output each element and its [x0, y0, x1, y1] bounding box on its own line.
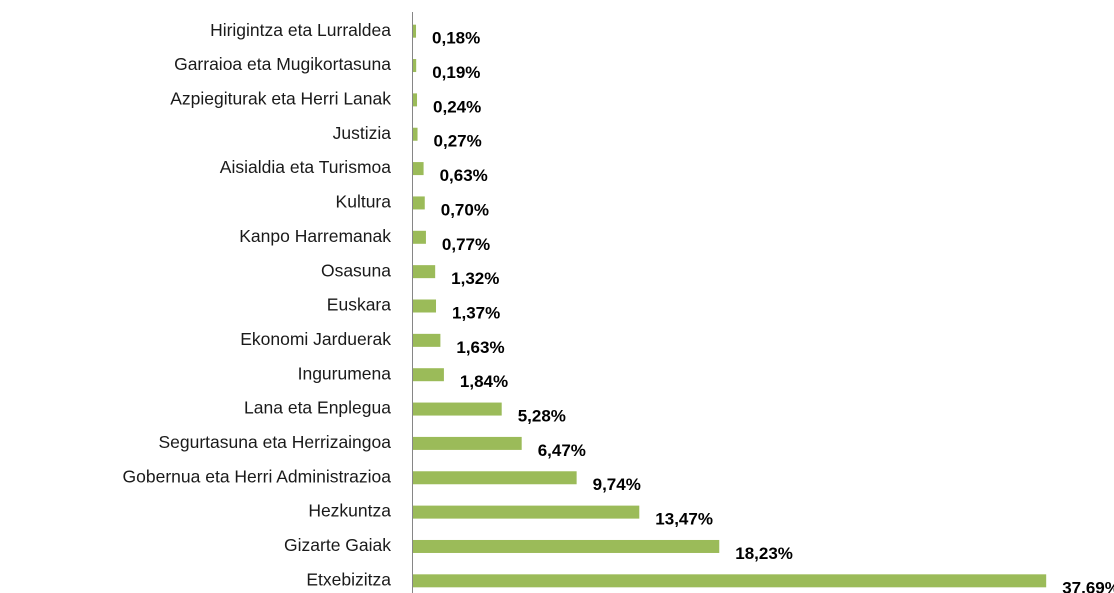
category-label: Gobernua eta Herri Administrazioa — [123, 466, 392, 486]
category-label: Etxebizitza — [306, 569, 391, 589]
data-label: 13,47% — [655, 510, 713, 529]
data-label: 0,24% — [433, 97, 481, 116]
data-label: 6,47% — [538, 441, 586, 460]
data-label: 0,70% — [441, 200, 489, 219]
bar — [413, 333, 441, 347]
bar — [413, 127, 418, 141]
bar — [413, 299, 437, 313]
bar — [413, 505, 640, 519]
bar — [413, 230, 426, 244]
data-label: 0,63% — [440, 166, 488, 185]
category-label: Garraioa eta Mugikortasuna — [174, 54, 391, 74]
category-label: Ekonomi Jarduerak — [240, 329, 391, 349]
category-label: Azpiegiturak eta Herri Lanak — [170, 89, 391, 109]
data-label: 18,23% — [735, 544, 793, 563]
bar — [413, 574, 1047, 588]
data-label: 0,18% — [432, 29, 480, 48]
category-label: Osasuna — [321, 260, 391, 280]
data-label: 1,84% — [460, 372, 508, 391]
category-label: Gizarte Gaiak — [284, 535, 391, 555]
data-label: 5,28% — [518, 407, 566, 426]
bar — [413, 471, 577, 485]
bar — [413, 59, 417, 73]
category-label: Kultura — [336, 192, 392, 212]
bar — [413, 265, 436, 279]
data-label: 0,77% — [442, 235, 490, 254]
category-label: Lana eta Enplegua — [244, 398, 391, 418]
bar — [413, 24, 417, 38]
category-label: Segurtasuna eta Herrizaingoa — [158, 432, 391, 452]
data-label: 0,19% — [432, 63, 480, 82]
data-label: 1,37% — [452, 303, 500, 322]
category-label: Euskara — [327, 295, 391, 315]
bar — [413, 402, 502, 416]
data-label: 37,69% — [1062, 578, 1114, 593]
category-label: Kanpo Harremanak — [239, 226, 391, 246]
bar — [413, 93, 418, 107]
bar — [413, 539, 720, 553]
bar — [413, 196, 425, 210]
data-label: 1,63% — [456, 338, 504, 357]
category-label: Hirigintza eta Lurraldea — [210, 20, 391, 40]
category-label: Hezkuntza — [308, 501, 391, 521]
category-label: Justizia — [333, 123, 392, 143]
bar — [413, 368, 444, 382]
data-label: 0,27% — [434, 132, 482, 151]
bar — [413, 436, 522, 450]
data-label: 9,74% — [593, 475, 641, 494]
data-label: 1,32% — [451, 269, 499, 288]
category-label: Aisialdia eta Turismoa — [220, 157, 391, 177]
category-label: Ingurumena — [298, 363, 392, 383]
bar — [413, 162, 424, 176]
